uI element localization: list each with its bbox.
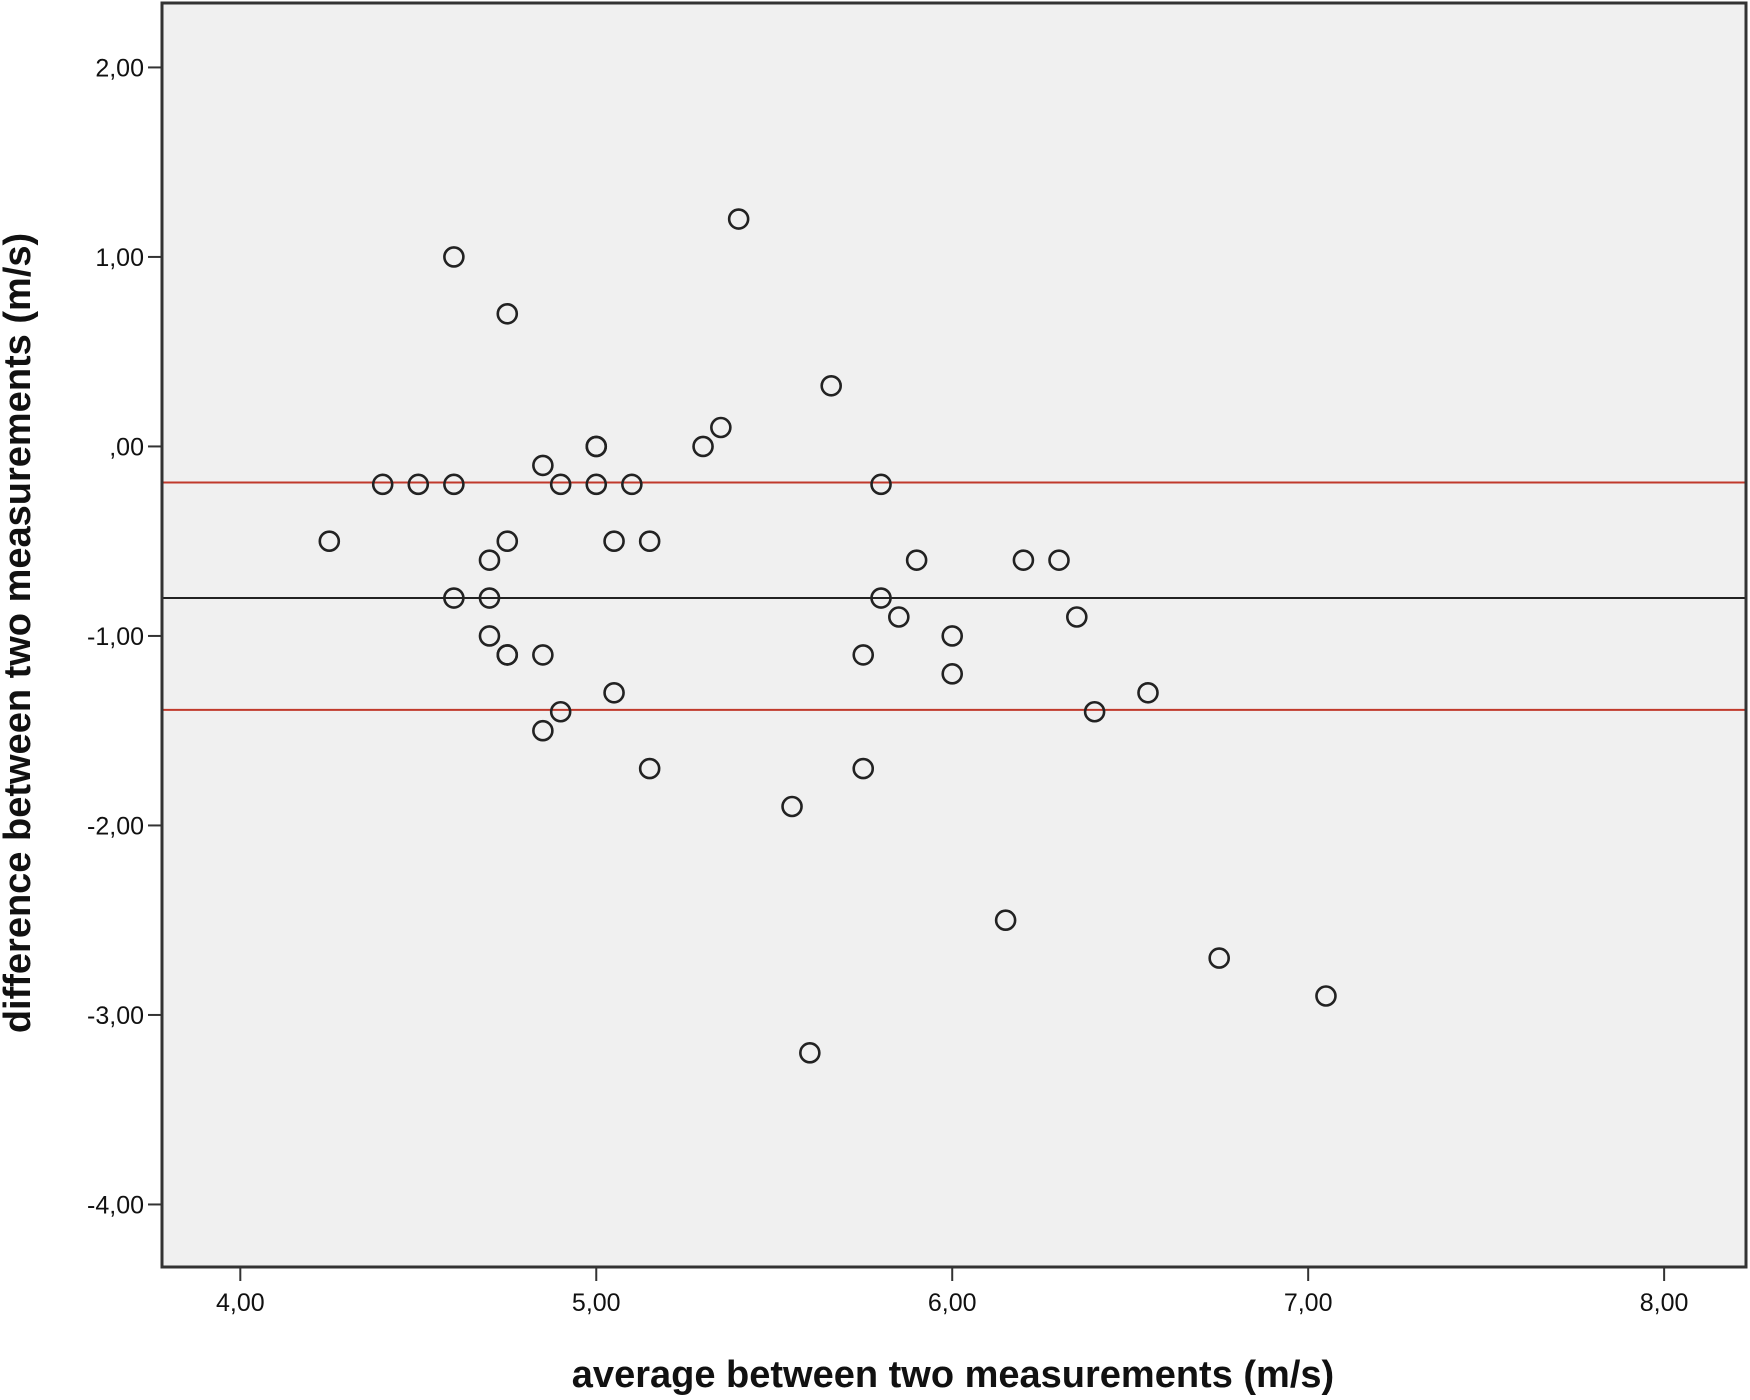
data-point (1083, 700, 1106, 723)
data-point (852, 644, 875, 666)
y-axis: 2,00 1,00 ,00 -1,00 -2,00 -3,00 -4,00 (87, 54, 162, 1219)
y-axis-title: difference between two measurements (m/s… (0, 233, 39, 1033)
x-axis-title: average between two measurements (m/s) (572, 1354, 1334, 1396)
data-point (478, 549, 501, 571)
data-point (443, 246, 465, 268)
data-point (549, 700, 572, 723)
y-tick-label: 1,00 (95, 244, 144, 272)
y-tick-label: -1,00 (87, 623, 144, 651)
data-point (407, 473, 430, 496)
data-point (532, 719, 554, 742)
data-point (888, 606, 910, 628)
data-point (621, 473, 643, 496)
data-point (478, 625, 501, 647)
data-points (318, 208, 1337, 1064)
data-point (727, 208, 750, 230)
data-point (371, 473, 394, 496)
data-point (585, 473, 608, 496)
data-point (941, 625, 964, 647)
plot-background (162, 3, 1746, 1267)
y-tick-label: -2,00 (87, 812, 144, 840)
y-tick-label: ,00 (109, 433, 144, 461)
data-point (994, 909, 1017, 932)
data-point (1048, 549, 1070, 571)
y-tick-label: -3,00 (87, 1002, 144, 1030)
data-point (585, 435, 608, 458)
x-tick-label: 6,00 (928, 1289, 977, 1317)
x-tick-label: 4,00 (216, 1289, 265, 1317)
data-point (443, 587, 465, 609)
data-point (870, 473, 892, 496)
data-point (781, 795, 803, 818)
data-point (603, 681, 625, 704)
x-tick-label: 5,00 (572, 1289, 621, 1317)
data-point (532, 644, 554, 666)
data-point (799, 1042, 821, 1064)
data-point (870, 587, 892, 609)
data-point (443, 473, 465, 496)
y-tick-label: 2,00 (95, 54, 144, 82)
data-point (852, 757, 875, 780)
data-point (1066, 606, 1088, 628)
data-point (941, 663, 964, 685)
data-point (603, 530, 625, 552)
data-point (710, 416, 732, 439)
data-point (478, 587, 501, 609)
data-point (905, 549, 928, 571)
y-tick-label: -4,00 (87, 1191, 144, 1219)
x-tick-label: 8,00 (1640, 1289, 1689, 1317)
data-point (692, 435, 714, 458)
data-point (1012, 549, 1035, 571)
data-point (496, 530, 519, 552)
data-point (1137, 681, 1159, 704)
x-axis: 4,00 5,00 6,00 7,00 8,00 (216, 1267, 1688, 1317)
data-point (638, 530, 661, 552)
data-point (532, 454, 554, 477)
data-point (1315, 985, 1337, 1007)
reference-lines (162, 481, 1746, 711)
data-point (549, 473, 572, 496)
data-point (638, 757, 661, 780)
data-point (820, 375, 842, 397)
data-point (496, 644, 519, 666)
data-point (1208, 947, 1230, 969)
x-tick-label: 7,00 (1284, 1289, 1333, 1317)
data-point (318, 530, 341, 552)
data-point (496, 302, 519, 325)
